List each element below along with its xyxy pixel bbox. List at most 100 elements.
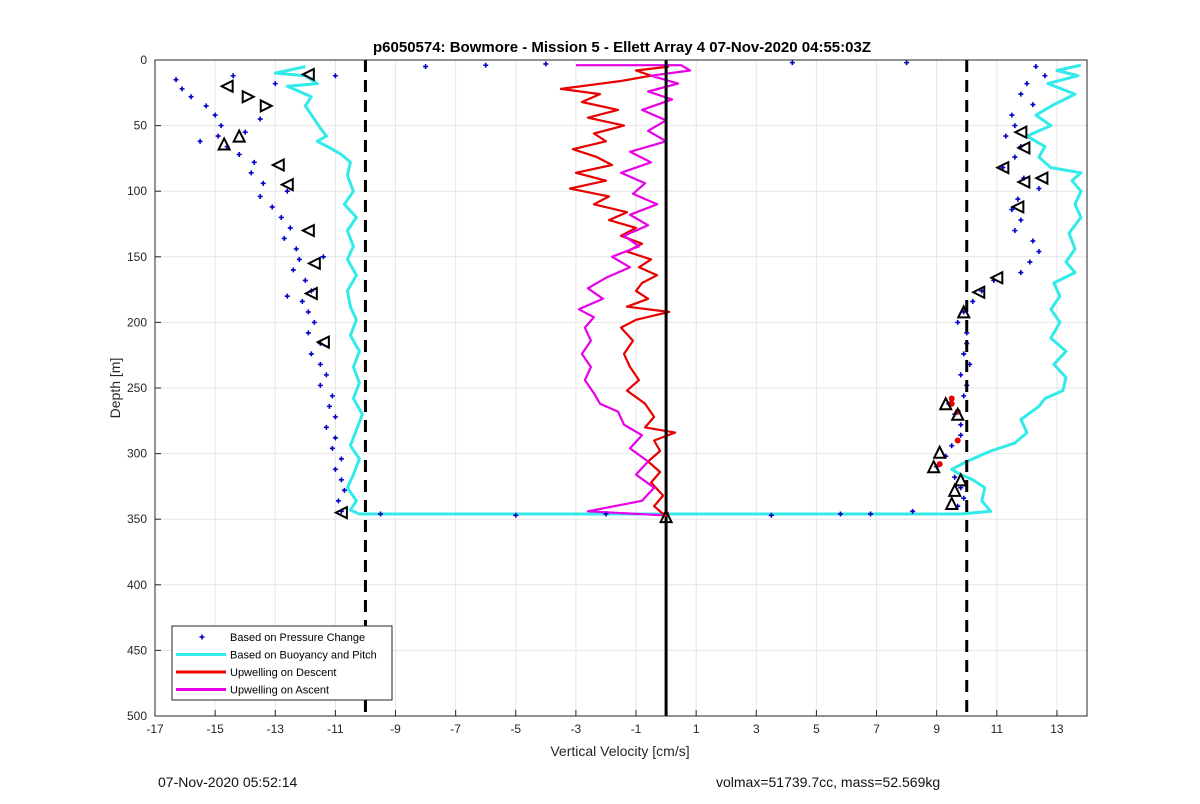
pressure-change-point xyxy=(272,81,278,87)
upwelling-ascent-line xyxy=(575,64,692,517)
pressure-change-point xyxy=(311,319,317,325)
pressure-change-point xyxy=(320,254,326,260)
buoyancy-ascent-line xyxy=(950,63,1083,516)
triangle-up-marker xyxy=(217,136,232,151)
pressure-change-point xyxy=(332,414,338,420)
y-tick-label: 300 xyxy=(127,447,147,461)
pressure-change-point xyxy=(329,445,335,451)
pressure-change-point xyxy=(287,225,293,231)
pressure-change-point xyxy=(188,94,194,100)
pressure-change-point xyxy=(317,382,323,388)
pressure-change-point xyxy=(1033,64,1039,70)
pressure-change-point xyxy=(1003,133,1009,139)
pressure-change-point xyxy=(215,133,221,139)
pressure-change-point xyxy=(305,309,311,315)
y-tick-label: 0 xyxy=(140,53,147,67)
legend-label: Upwelling on Ascent xyxy=(230,685,329,697)
pressure-change-point xyxy=(308,351,314,357)
triangle-left-marker xyxy=(971,285,986,300)
pressure-change-point xyxy=(269,204,275,210)
x-axis-label: Vertical Velocity [cm/s] xyxy=(550,743,689,759)
pressure-change-point xyxy=(1009,207,1015,213)
triangle-up-marker xyxy=(956,304,971,319)
pressure-change-point xyxy=(332,73,338,79)
y-tick-label: 200 xyxy=(127,315,147,329)
pressure-change-point xyxy=(278,214,284,220)
pressure-change-point xyxy=(1030,102,1036,108)
triangle-left-marker xyxy=(1016,174,1031,190)
pressure-change-point xyxy=(236,151,242,157)
triangle-left-marker xyxy=(1034,170,1049,186)
pressure-change-point xyxy=(317,361,323,367)
pressure-change-point xyxy=(335,498,341,504)
y-tick-label: 100 xyxy=(127,184,147,198)
pressure-change-point xyxy=(949,443,955,449)
triangle-left-marker xyxy=(300,67,315,82)
triangle-up-marker xyxy=(658,508,674,524)
x-tick-label: 5 xyxy=(813,722,820,736)
pressure-change-point xyxy=(1024,81,1030,87)
pressure-change-point xyxy=(958,432,964,438)
pressure-change-point xyxy=(904,60,910,66)
upwelling-descent-line xyxy=(559,65,677,515)
pressure-change-point xyxy=(1012,154,1018,160)
pressure-change-point xyxy=(203,103,209,109)
x-tick-label: -11 xyxy=(327,722,344,736)
y-tick-label: 250 xyxy=(127,381,147,395)
triangle-left-marker xyxy=(989,270,1004,285)
pressure-change-point xyxy=(257,116,263,122)
legend-label: Based on Buoyancy and Pitch xyxy=(230,650,377,662)
pressure-change-point xyxy=(260,180,266,186)
red-dot xyxy=(936,461,943,468)
triangle-left-marker xyxy=(315,334,330,350)
pressure-change-point xyxy=(958,372,964,378)
pressure-change-point xyxy=(1018,217,1024,223)
footer-timestamp: 07-Nov-2020 05:52:14 xyxy=(158,774,298,790)
pressure-change-point xyxy=(257,193,263,199)
pressure-change-point xyxy=(837,511,843,517)
x-tick-label: 3 xyxy=(753,722,760,736)
legend-swatch xyxy=(199,634,205,640)
pressure-change-point xyxy=(338,477,344,483)
pressure-change-point xyxy=(332,466,338,472)
pressure-change-point xyxy=(1036,186,1042,192)
buoyancy-descent-line xyxy=(273,65,961,516)
triangle-up-marker xyxy=(947,482,962,497)
triangle-left-marker xyxy=(279,177,294,192)
pressure-change-point xyxy=(323,424,329,430)
pressure-change-point xyxy=(281,235,287,241)
pressure-change-point xyxy=(1042,73,1048,79)
triangle-left-marker xyxy=(1010,199,1025,215)
pressure-change-point xyxy=(1018,91,1024,97)
pressure-change-point xyxy=(1036,249,1042,255)
pressure-change-point xyxy=(212,112,218,118)
footer-volmax-mass: volmax=51739.7cc, mass=52.569kg xyxy=(716,774,941,790)
pressure-change-point xyxy=(1015,196,1021,202)
triangle-left-marker xyxy=(1016,140,1031,156)
pressure-change-point xyxy=(952,474,958,480)
pressure-change-point xyxy=(961,351,967,357)
x-tick-label: -13 xyxy=(267,722,285,736)
pressure-change-point xyxy=(958,422,964,428)
triangle-up-marker xyxy=(926,458,941,474)
pressure-change-point xyxy=(1012,123,1018,129)
red-dot xyxy=(954,437,961,444)
pressure-change-point xyxy=(955,319,961,325)
y-tick-label: 400 xyxy=(127,578,147,592)
pressure-change-point xyxy=(868,511,874,517)
pressure-change-point xyxy=(299,298,305,304)
y-axis-label: Depth [m] xyxy=(107,358,123,419)
pressure-change-point xyxy=(341,487,347,493)
y-tick-label: 150 xyxy=(127,250,147,264)
pressure-change-point xyxy=(483,62,489,68)
pressure-change-point xyxy=(338,456,344,462)
pressure-change-point xyxy=(543,61,549,67)
pressure-change-point xyxy=(970,298,976,304)
pressure-change-point xyxy=(513,512,519,518)
pressure-change-point xyxy=(1027,259,1033,265)
pressure-change-point xyxy=(290,267,296,273)
triangle-up-marker xyxy=(944,495,959,510)
pressure-change-point xyxy=(1012,228,1018,234)
pressure-change-point xyxy=(248,170,254,176)
